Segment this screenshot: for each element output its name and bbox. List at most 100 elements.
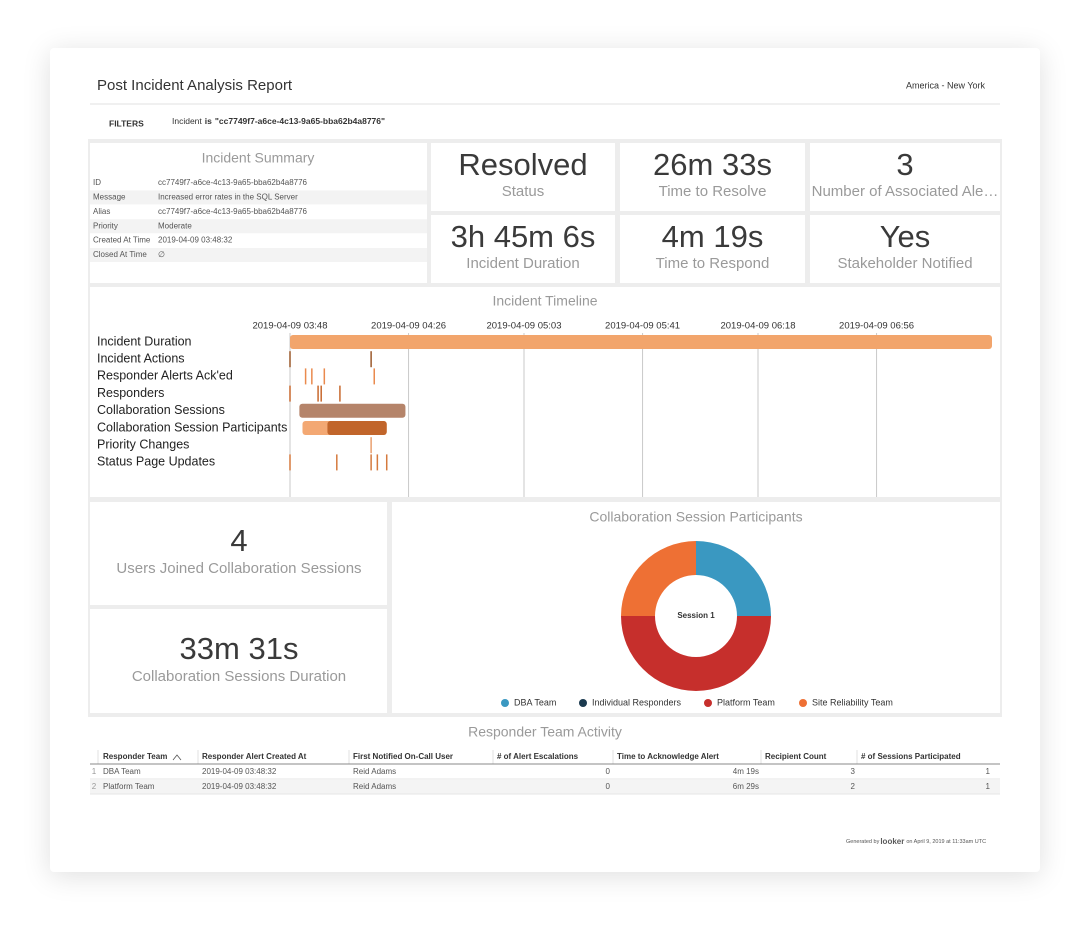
kpi-tile — [431, 215, 615, 283]
kpi-label: Time to Resolve — [659, 183, 767, 200]
table-cell: Reid Adams — [353, 782, 396, 791]
kpi-value: 3 — [896, 147, 913, 182]
summary-value: Increased error rates in the SQL Server — [158, 193, 298, 202]
summary-title: Incident Summary — [202, 150, 315, 166]
filters-label[interactable]: FILTERS — [109, 118, 144, 128]
x-tick-label: 2019-04-09 05:41 — [605, 321, 680, 332]
table-header: Responder Alert Created At — [202, 752, 307, 761]
timeline-event — [289, 351, 291, 368]
filter-value: "cc7749f7-a6ce-4c13-9a65-bba62b4a8776" — [215, 116, 385, 126]
kpi-label: Number of Associated Ale… — [812, 183, 999, 200]
row-number: 1 — [92, 767, 97, 776]
kpi-label: Status — [502, 183, 545, 200]
timeline-event — [304, 368, 307, 385]
kpi-label: Stakeholder Notified — [837, 255, 972, 272]
timeline-event — [370, 454, 372, 471]
x-tick-label: 2019-04-09 06:18 — [720, 321, 795, 332]
kpi-tile — [810, 215, 1000, 283]
table-cell: 3 — [851, 767, 856, 776]
legend-label: Platform Team — [717, 697, 775, 707]
table-header: Time to Acknowledge Alert — [617, 752, 719, 761]
summary-value: cc7749f7-a6ce-4c13-9a65-bba62b4a8776 — [158, 207, 308, 216]
legend-swatch — [501, 699, 509, 707]
footer-logo: looker — [880, 837, 904, 846]
table-cell: 2 — [851, 782, 856, 791]
footer-suffix: on April 9, 2019 at 11:33am UTC — [906, 839, 986, 845]
timezone[interactable]: America - New York — [906, 80, 986, 90]
table-cell: 2019-04-09 03:48:32 — [202, 767, 277, 776]
kpi-label: Time to Respond — [656, 255, 770, 272]
table-cell: Platform Team — [103, 782, 155, 791]
x-tick-label: 2019-04-09 06:56 — [839, 321, 914, 332]
kpi-value: Yes — [880, 219, 931, 254]
table-cell: 2019-04-09 03:48:32 — [202, 782, 277, 791]
kpi-value: 3h 45m 6s — [451, 219, 596, 254]
footer: Generated bylooker on April 9, 2019 at 11… — [846, 837, 986, 846]
duration-value: 33m 31s — [180, 631, 299, 666]
timeline-event — [376, 454, 379, 471]
kpi-tile — [620, 143, 805, 211]
donut-slice — [696, 541, 771, 616]
summary-label: Alias — [93, 207, 110, 216]
timeline-row-label: Priority Changes — [97, 437, 189, 451]
filter-field: Incident — [172, 116, 202, 126]
timeline-row-label: Collaboration Session Participants — [97, 420, 287, 434]
legend-label: DBA Team — [514, 697, 556, 707]
summary-row-bg — [90, 248, 427, 262]
timeline-event — [336, 454, 338, 471]
legend-label: Site Reliability Team — [812, 697, 893, 707]
donut-center-label: Session 1 — [677, 611, 715, 620]
legend-swatch — [704, 699, 712, 707]
report-title: Post Incident Analysis Report — [97, 77, 293, 94]
kpi-tile — [431, 143, 615, 211]
summary-value: ∅ — [158, 250, 165, 259]
timeline-event — [289, 454, 291, 471]
summary-row-bg — [90, 190, 427, 205]
timeline-event — [339, 385, 341, 402]
table-row-bg — [90, 780, 1000, 794]
legend-swatch — [799, 699, 807, 707]
timeline-row-label: Incident Duration — [97, 334, 192, 348]
timeline-event — [289, 385, 291, 402]
timeline-title: Incident Timeline — [492, 293, 597, 309]
summary-label: Message — [93, 193, 126, 202]
users-label: Users Joined Collaboration Sessions — [116, 560, 361, 577]
timeline-event — [320, 385, 322, 402]
sort-indicator — [172, 754, 182, 761]
filter-operator: is — [205, 116, 212, 126]
table-cell: 1 — [986, 767, 991, 776]
table-header: # of Alert Escalations — [497, 752, 579, 761]
table-cell: 1 — [986, 782, 991, 791]
users-value: 4 — [230, 523, 247, 558]
duration-tile — [90, 609, 387, 713]
x-tick-label: 2019-04-09 03:48 — [252, 321, 327, 332]
timeline-event — [317, 385, 319, 402]
timeline-row-label: Incident Actions — [97, 351, 185, 365]
timeline-span — [290, 335, 992, 349]
table-cell: Reid Adams — [353, 767, 396, 776]
timeline-event — [370, 351, 372, 368]
filter-expression[interactable]: Incident is "cc7749f7-a6ce-4c13-9a65-bba62… — [172, 116, 385, 126]
table-header: Responder Team — [103, 752, 167, 761]
kpi-value: Resolved — [458, 147, 587, 182]
table-cell: 6m 29s — [733, 782, 759, 791]
table-cell: DBA Team — [103, 767, 141, 776]
legend-swatch — [579, 699, 587, 707]
summary-value: 2019-04-09 03:48:32 — [158, 236, 233, 245]
table-title: Responder Team Activity — [468, 724, 622, 740]
table-header: # of Sessions Participated — [861, 752, 961, 761]
timeline-span — [299, 403, 406, 418]
timeline-event — [311, 368, 313, 385]
timeline-event — [323, 368, 326, 385]
duration-label: Collaboration Sessions Duration — [132, 668, 346, 685]
table-cell: 4m 19s — [733, 767, 759, 776]
legend-label: Individual Responders — [592, 697, 682, 707]
row-number: 2 — [92, 782, 97, 791]
kpi-tile — [810, 143, 1000, 211]
summary-value: cc7749f7-a6ce-4c13-9a65-bba62b4a8776 — [158, 178, 308, 187]
x-tick-label: 2019-04-09 05:03 — [486, 321, 561, 332]
timeline-row-label: Responder Alerts Ack'ed — [97, 369, 233, 383]
timeline-span — [327, 421, 387, 435]
